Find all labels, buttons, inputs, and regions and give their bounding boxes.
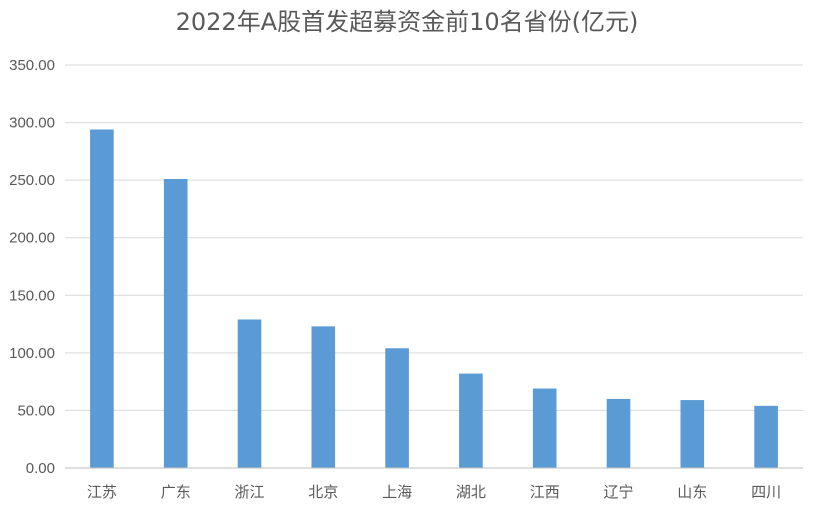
bar-北京: [311, 326, 336, 468]
bars: [90, 129, 778, 469]
y-tick-label: 350.00: [9, 57, 55, 74]
x-tick-label: 上海: [382, 483, 412, 501]
y-tick-label: 150.00: [9, 287, 55, 304]
bar-江苏: [90, 129, 114, 469]
bar-四川: [754, 405, 778, 468]
x-tick-label: 广东: [161, 483, 191, 501]
x-tick-label: 江苏: [87, 483, 117, 501]
x-tick-label: 北京: [308, 483, 338, 501]
y-tick-label: 0.00: [26, 460, 55, 477]
y-tick-label: 100.00: [9, 345, 55, 362]
y-tick-label: 250.00: [9, 172, 55, 189]
bar-广东: [163, 178, 188, 468]
bar-山东: [680, 400, 705, 468]
bar-上海: [385, 348, 409, 468]
bar-辽宁: [606, 398, 631, 468]
x-axis-ticks: 江苏 广东 浙江 北京 上海 湖北 江西 辽宁 山东 四川: [87, 483, 781, 501]
bar-浙江: [237, 319, 262, 468]
x-tick-label: 四川: [751, 483, 781, 501]
y-tick-label: 300.00: [9, 115, 55, 132]
x-tick-label: 湖北: [456, 483, 486, 501]
gridlines: [65, 64, 803, 411]
y-axis-ticks: 0.00 50.00 100.00 150.00 200.00 250.00 300.00 3…: [9, 57, 55, 477]
y-tick-label: 50.00: [17, 402, 55, 419]
chart-title: 2022年A股首发超募资金前10名省份(亿元): [176, 8, 639, 36]
bar-江西: [532, 388, 557, 468]
bar-湖北: [459, 373, 483, 468]
y-tick-label: 200.00: [9, 230, 55, 247]
x-tick-label: 辽宁: [603, 483, 633, 501]
x-tick-label: 山东: [677, 483, 707, 501]
x-tick-label: 江西: [530, 483, 560, 501]
x-tick-label: 浙江: [234, 483, 264, 501]
